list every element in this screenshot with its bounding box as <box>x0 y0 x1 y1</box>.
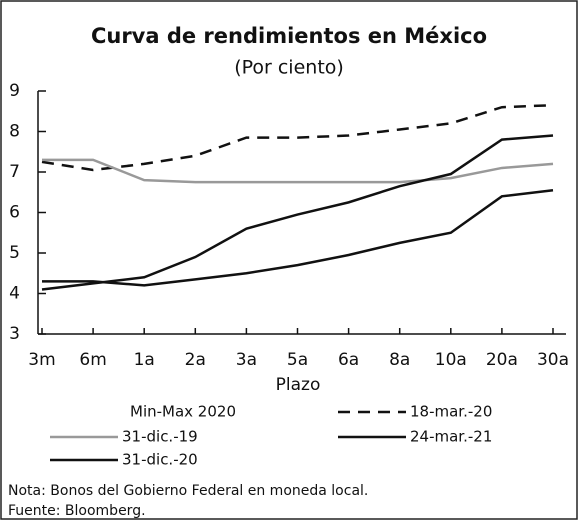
x-tick-label: 10a <box>435 350 467 370</box>
y-tick-label: 4 <box>9 284 20 304</box>
note: Fuente: Bloomberg. <box>8 503 146 519</box>
x-tick-label: 6m <box>79 350 106 370</box>
y-tick-label: 5 <box>9 243 20 263</box>
y-tick-label: 9 <box>9 81 20 101</box>
y-tick-label: 3 <box>9 324 20 344</box>
series-line <box>41 134 554 291</box>
legend-label: Min-Max 2020 <box>130 403 236 421</box>
x-tick-label: 3m <box>28 350 55 370</box>
x-tick-label: 30a <box>537 350 569 370</box>
x-tick-label: 3a <box>236 350 257 370</box>
x-tick-label: 1a <box>134 350 155 370</box>
x-tick-label: 20a <box>486 350 518 370</box>
x-tick-label: 6a <box>338 350 359 370</box>
note: Nota: Bonos del Gobierno Federal en mone… <box>8 483 368 499</box>
chart-subtitle: (Por ciento) <box>234 57 344 79</box>
series-line <box>42 188 554 287</box>
y-tick-label: 7 <box>9 162 20 182</box>
legend-label: 31-dic.-19 <box>122 428 198 446</box>
y-tick-label: 6 <box>9 203 20 223</box>
legend-label: 24-mar.-21 <box>410 428 492 446</box>
x-tick-label: 8a <box>389 350 410 370</box>
series-line <box>41 103 554 172</box>
x-axis-label: Plazo <box>276 375 321 395</box>
x-tick-label: 5a <box>287 350 308 370</box>
legend-label: 18-mar.-20 <box>410 403 492 421</box>
x-tick-label: 2a <box>185 350 206 370</box>
legend-label: 31-dic.-20 <box>122 451 198 469</box>
series-line <box>42 158 554 184</box>
chart-title: Curva de rendimientos en México <box>91 24 487 48</box>
y-tick-label: 8 <box>9 122 20 142</box>
